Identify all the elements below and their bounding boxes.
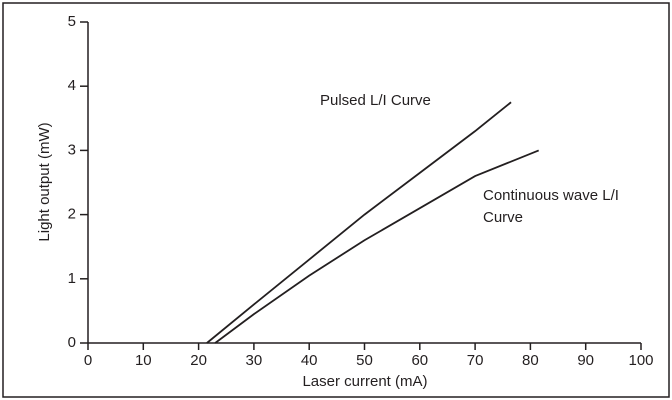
y-tick-label: 5 (68, 13, 76, 30)
x-tick-label: 100 (628, 352, 653, 369)
x-tick-label: 40 (301, 352, 318, 369)
x-tick-label: 70 (467, 352, 484, 369)
x-tick-label: 30 (246, 352, 263, 369)
x-tick-label: 10 (135, 352, 152, 369)
y-tick-label: 4 (68, 77, 76, 94)
series-label: Pulsed L/I Curve (320, 92, 431, 109)
x-tick-label: 90 (577, 352, 594, 369)
y-tick-label: 3 (68, 141, 76, 158)
y-tick-label: 1 (68, 270, 76, 287)
x-axis-label: Laser current (mA) (302, 373, 427, 390)
series-label: Continuous wave L/I Curve (483, 187, 619, 226)
y-tick-label: 0 (68, 334, 76, 351)
x-tick-label: 60 (411, 352, 428, 369)
y-axis-label: Light output (mW) (36, 122, 53, 241)
line-series (214, 149, 540, 344)
x-tick-label: 20 (190, 352, 207, 369)
y-tick-label: 2 (68, 206, 76, 223)
line-series (206, 101, 512, 344)
x-tick-label: 0 (84, 352, 92, 369)
x-tick-label: 80 (522, 352, 539, 369)
x-tick-label: 50 (356, 352, 373, 369)
